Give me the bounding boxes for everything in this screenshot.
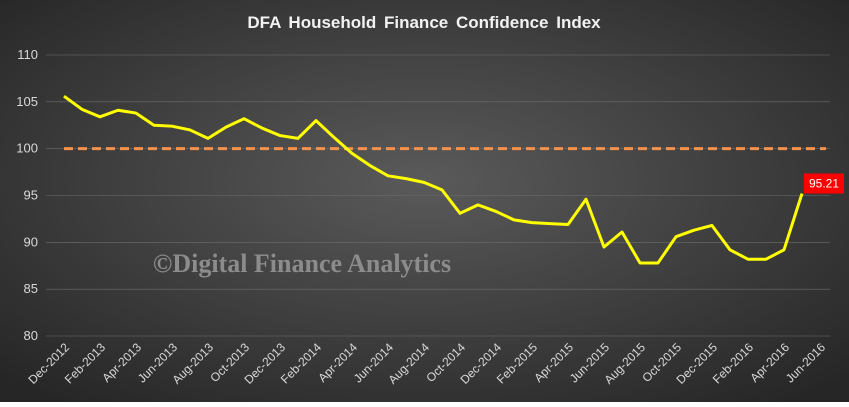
y-tick-label: 110: [17, 47, 38, 62]
y-tick-label: 90: [24, 234, 38, 249]
y-tick-label: 80: [24, 328, 38, 343]
chart-title: DFA Household Finance Confidence Index: [247, 13, 601, 32]
end-label-box: [804, 173, 844, 194]
y-tick-label: 100: [16, 141, 38, 156]
y-tick-label: 105: [16, 94, 38, 109]
data-line: [63, 95, 804, 265]
end-label: 95.21: [809, 177, 839, 191]
y-tick-label: 95: [24, 188, 38, 203]
watermark: ©Digital Finance Analytics: [153, 249, 451, 278]
y-tick-label: 85: [24, 281, 38, 296]
